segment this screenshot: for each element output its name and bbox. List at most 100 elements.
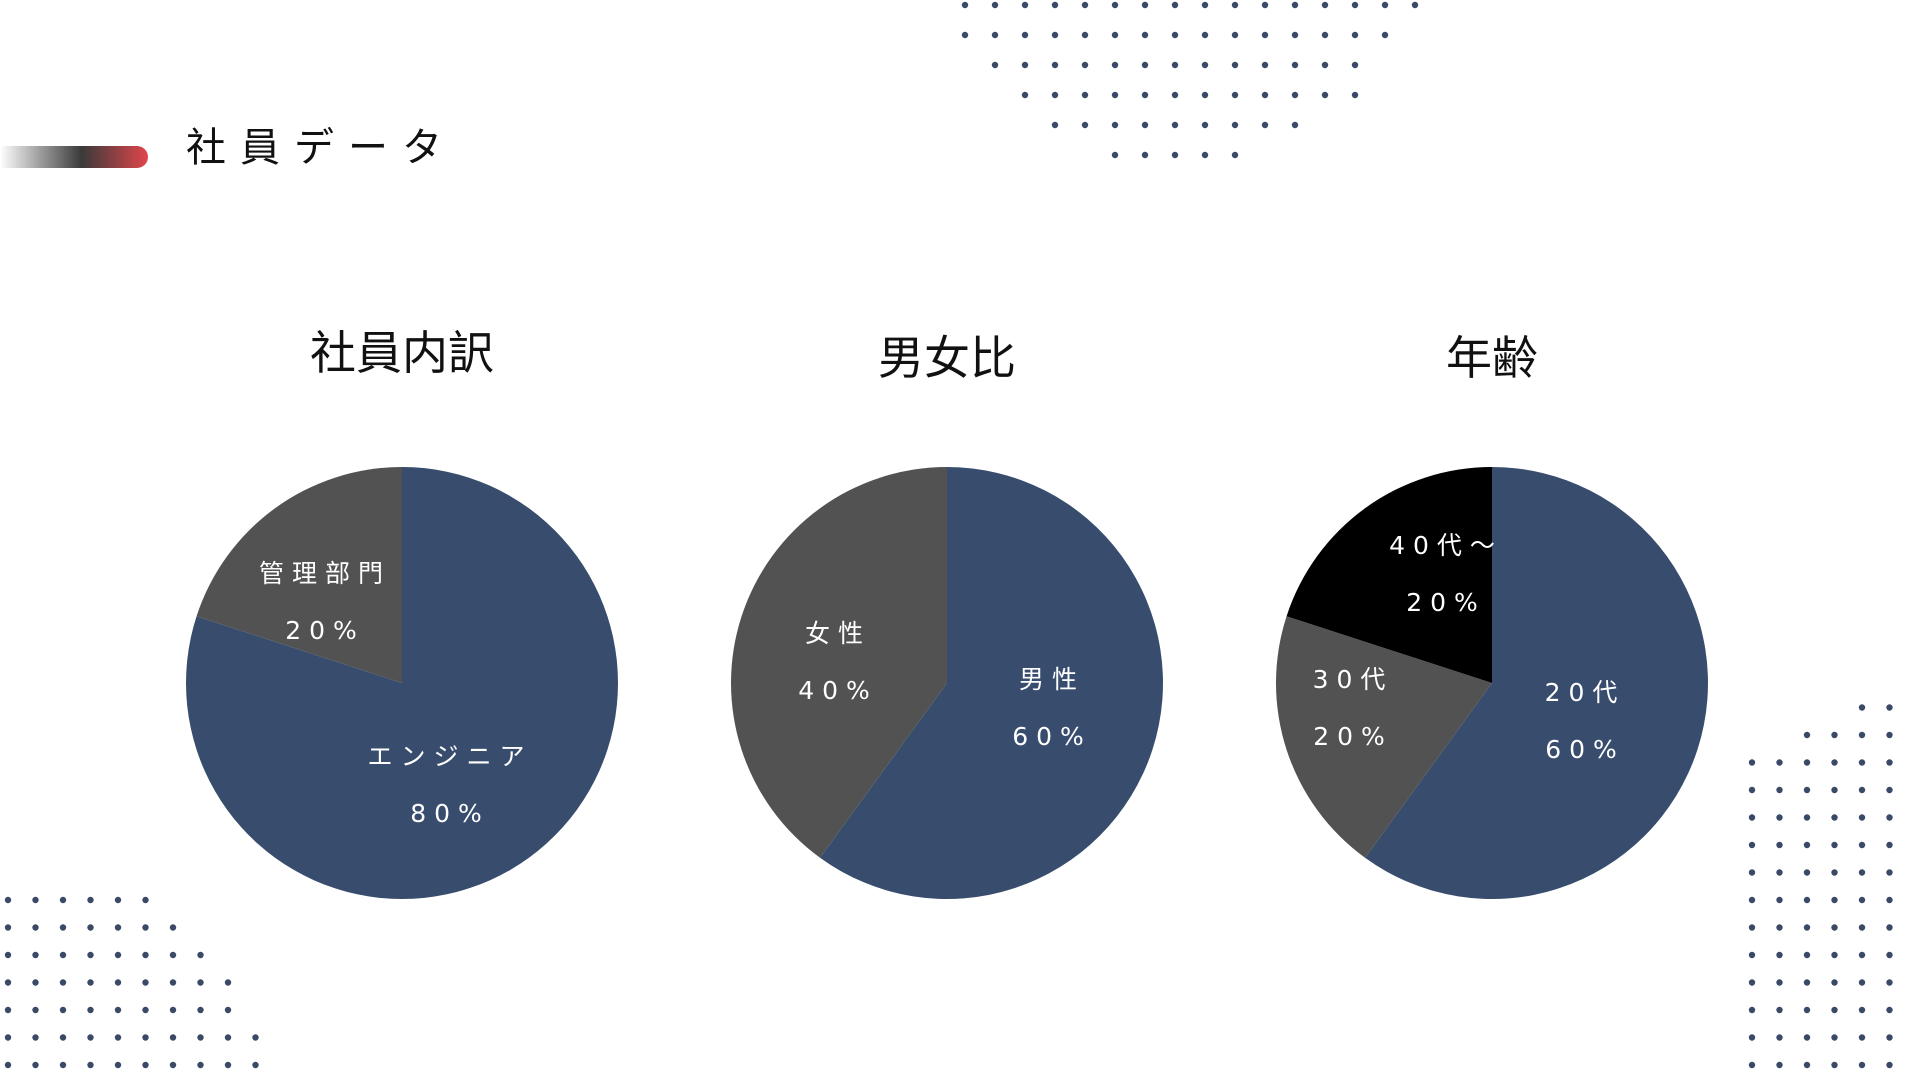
decor-dot (169, 924, 177, 931)
decor-dot (1831, 924, 1838, 931)
decor-dot (1321, 61, 1329, 69)
decor-dot (1021, 31, 1029, 39)
slice-label: 40代～ (1389, 531, 1503, 560)
decor-dot (114, 1006, 122, 1014)
decor-dot (1803, 841, 1811, 849)
decor-dot (1141, 91, 1149, 99)
decor-dot (1748, 979, 1756, 986)
decor-dot (87, 924, 94, 931)
decor-dot (1141, 121, 1149, 129)
decor-dot (224, 1061, 232, 1069)
decor-dot (1803, 1061, 1811, 1069)
decor-dot (1051, 61, 1059, 69)
decor-dot (991, 1, 999, 9)
decor-dot (1231, 91, 1239, 99)
slide-title: 社員データ (186, 125, 456, 171)
decor-dot (59, 1034, 67, 1041)
decor-dot (4, 951, 12, 959)
decor-dot (1803, 869, 1811, 876)
decor-dot (961, 31, 969, 39)
decor-dot (59, 924, 67, 931)
decor-dot (1141, 151, 1149, 159)
decor-dot (1886, 924, 1893, 931)
decor-dot (1831, 979, 1838, 986)
decor-dot (1171, 61, 1179, 69)
decor-dot (1291, 1, 1299, 9)
decor-dot (1141, 31, 1149, 39)
decor-dot (142, 896, 149, 904)
decor-dot (1776, 1006, 1783, 1014)
decor-dot (1171, 121, 1179, 129)
decor-dot (1831, 814, 1838, 821)
dots-bottom-left (4, 896, 259, 1069)
slice-value-label: 20% (1313, 722, 1393, 751)
decor-dot (1111, 31, 1119, 39)
decor-dot (1291, 61, 1299, 69)
pie-slice (196, 467, 402, 683)
decor-dot (991, 61, 999, 69)
decor-dot (1858, 814, 1866, 821)
dots-top (961, 1, 1419, 159)
decor-dot (59, 951, 67, 959)
decor-dot (1201, 151, 1209, 159)
decor-dot (1021, 61, 1029, 69)
decor-dot (1748, 896, 1756, 904)
decor-dot (1886, 869, 1893, 876)
decor-dot (1886, 979, 1893, 986)
decor-dot (1748, 814, 1756, 821)
decor-dot (1231, 121, 1239, 129)
decor-dot (1776, 951, 1783, 959)
decor-dot (32, 951, 39, 959)
decor-dot (1081, 91, 1089, 99)
decor-dot (1201, 61, 1209, 69)
decor-dot (4, 1034, 12, 1041)
decor-dot (1803, 1006, 1811, 1014)
decor-dot (1051, 1, 1059, 9)
decor-dot (32, 979, 39, 986)
decor-dot (1081, 121, 1089, 129)
decor-dot (1858, 731, 1866, 739)
decor-dot (1776, 979, 1783, 986)
decor-dot (1051, 121, 1059, 129)
decor-dot (1111, 91, 1119, 99)
decor-dot (1858, 759, 1866, 766)
decor-dot (1886, 1034, 1893, 1041)
decor-dot (1776, 759, 1783, 766)
decor-dot (991, 31, 999, 39)
slice-label: 管理部門 (259, 559, 391, 588)
slice-label: 20代 (1545, 678, 1626, 707)
decor-dot (1171, 1, 1179, 9)
decor-dot (1351, 91, 1359, 99)
decor-dot (169, 1006, 177, 1014)
decor-dot (1858, 1061, 1866, 1069)
decor-dot (1776, 1034, 1783, 1041)
decor-dot (1171, 151, 1179, 159)
decor-dot (1858, 1006, 1866, 1014)
decor-dot (1141, 1, 1149, 9)
decor-dot (1351, 31, 1359, 39)
decor-dot (32, 924, 39, 931)
dots-right (1748, 704, 1893, 1069)
decor-dot (1411, 1, 1419, 9)
decor-dot (1858, 841, 1866, 849)
decor-dot (1021, 91, 1029, 99)
decor-dot (1803, 814, 1811, 821)
decor-dot (1776, 841, 1783, 849)
decor-dot (252, 1034, 259, 1041)
decor-dot (1261, 31, 1269, 39)
decor-dot (1111, 1, 1119, 9)
decor-dot (32, 1034, 39, 1041)
decor-dot (1081, 1, 1089, 9)
decor-dot (114, 979, 122, 986)
pie-chart-1: 男性 60% 女性 40% (730, 467, 1163, 899)
decor-dot (1748, 1034, 1756, 1041)
decor-dot (1886, 786, 1893, 794)
decor-dot (87, 1034, 94, 1041)
slice-value-label: 60% (1545, 735, 1625, 764)
pie-slice (820, 467, 1163, 899)
decor-dot (252, 1061, 259, 1069)
decor-dot (1111, 121, 1119, 129)
decor-dot (1803, 924, 1811, 931)
title-accent-bar (0, 146, 148, 168)
